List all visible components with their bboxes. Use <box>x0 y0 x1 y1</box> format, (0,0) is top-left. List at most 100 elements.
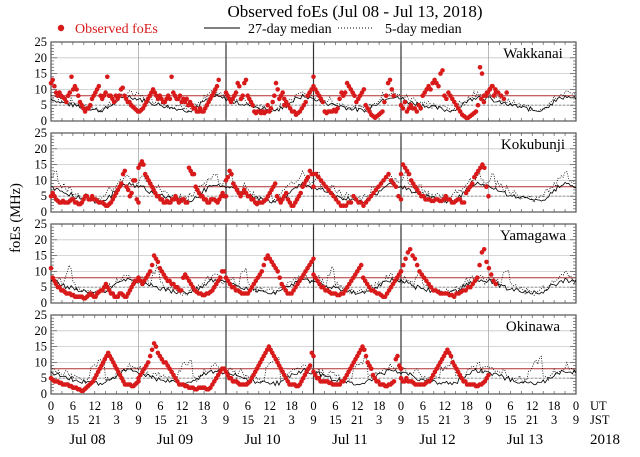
observed-point <box>265 102 271 108</box>
year-label: 2018 <box>590 432 620 448</box>
x-tick-label-jst: 15 <box>504 413 517 427</box>
observed-point <box>307 363 313 368</box>
x-tick-label-ut: 18 <box>373 399 386 413</box>
observed-point <box>69 74 74 80</box>
x-tick-label-jst: 15 <box>329 413 342 427</box>
observed-point <box>169 74 174 80</box>
observed-point <box>136 379 141 384</box>
observed-point <box>488 272 494 277</box>
observed-point <box>371 190 376 196</box>
legend-observed-marker <box>57 24 65 32</box>
observed-point <box>436 83 441 89</box>
observed-point <box>111 99 117 105</box>
observed-point <box>387 77 393 83</box>
observed-point <box>125 187 131 193</box>
observed-point <box>48 265 54 271</box>
observed-point <box>473 109 479 114</box>
observed-point <box>366 197 371 202</box>
observed-point <box>484 259 489 265</box>
day-label: Jul 08 <box>69 432 105 448</box>
observed-point <box>311 74 316 80</box>
observed-point <box>487 87 493 92</box>
observed-point <box>149 262 155 268</box>
observed-point <box>318 178 324 183</box>
y-tick-label: 25 <box>35 308 48 322</box>
observed-point <box>119 181 124 186</box>
observed-point <box>221 269 227 274</box>
x-tick-label-jst: 9 <box>48 413 54 427</box>
observed-point <box>486 265 492 271</box>
legend-27day-label: 27-day median <box>248 22 332 37</box>
observed-point <box>444 96 449 102</box>
y-tick-label: 25 <box>35 217 48 231</box>
observed-point <box>280 90 286 95</box>
observed-point <box>498 93 504 98</box>
x-tick-label-ut: 0 <box>310 399 316 413</box>
observed-point <box>368 193 374 199</box>
observed-point <box>320 99 326 105</box>
chart-title: Observed foEs (Jul 08 - Jul 13, 2018) <box>228 2 483 21</box>
observed-point <box>484 184 489 189</box>
observed-point <box>363 353 369 359</box>
observed-point <box>67 90 73 95</box>
observed-point <box>88 102 93 108</box>
y-tick-label: 5 <box>41 280 47 294</box>
observed-point <box>382 99 387 105</box>
y-tick-label: 25 <box>35 35 48 49</box>
day-label: Jul 09 <box>157 432 193 448</box>
observed-point <box>353 197 359 202</box>
y-axis-label: foEs (MHz) <box>8 183 24 253</box>
observed-point <box>391 181 396 186</box>
observed-point <box>369 366 374 372</box>
observed-point <box>214 83 220 89</box>
observed-point <box>305 174 311 180</box>
y-tick-label: 5 <box>41 189 47 203</box>
observed-point <box>223 193 229 199</box>
observed-point <box>363 200 369 205</box>
x-tick-label-ut: 18 <box>548 399 561 413</box>
x-tick-label-jst: 9 <box>485 413 491 427</box>
y-tick-label: 20 <box>35 142 48 156</box>
observed-point <box>418 106 424 111</box>
observed-point <box>120 85 125 91</box>
x-tick-label-ut: 12 <box>176 399 189 413</box>
observed-point <box>326 187 331 193</box>
observed-point <box>378 181 384 186</box>
observed-point <box>391 93 397 98</box>
observed-point <box>217 275 223 281</box>
observed-point <box>469 181 475 186</box>
x-tick-label-ut: 6 <box>332 399 338 413</box>
x-tick-label-jst: 21 <box>439 413 452 427</box>
observed-point <box>153 344 159 349</box>
x-tick-label-ut: 6 <box>157 399 163 413</box>
observed-point <box>333 197 339 202</box>
observed-point <box>391 379 397 384</box>
observed-point <box>477 65 483 70</box>
x-tick-label-jst: 15 <box>417 413 430 427</box>
day-label: Jul 12 <box>419 432 455 448</box>
observed-point <box>145 360 151 365</box>
observed-point <box>426 281 432 287</box>
x-tick-label-jst: 15 <box>67 413 80 427</box>
observed-point <box>275 87 281 92</box>
x-tick-label-jst: 3 <box>114 413 120 427</box>
observed-point <box>400 106 406 111</box>
x-tick-label-jst: 15 <box>154 413 167 427</box>
observed-point <box>406 171 412 177</box>
day-label: Jul 10 <box>244 432 280 448</box>
station-label: Wakkanai <box>503 46 563 62</box>
observed-point <box>388 178 394 183</box>
x-tick-label-jst: 9 <box>398 413 404 427</box>
y-tick-label: 20 <box>35 51 48 65</box>
observed-point <box>417 269 422 274</box>
observed-point <box>410 253 415 258</box>
station-label: Yamagawa <box>500 228 566 244</box>
observed-point <box>398 197 404 202</box>
observed-point <box>381 178 386 183</box>
observed-point <box>184 96 189 102</box>
observed-point <box>243 77 249 83</box>
observed-point <box>414 262 420 268</box>
observed-point <box>428 284 434 290</box>
